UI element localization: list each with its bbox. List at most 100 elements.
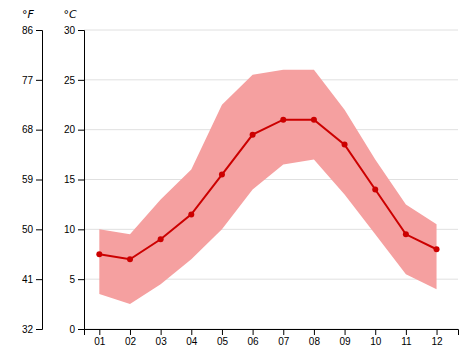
y2-tick-label: 68 [22, 124, 34, 135]
y2-tick-mark [36, 329, 42, 330]
x-tick: 03 [156, 329, 168, 347]
y-axis: 0 5 10 15 20 25 30 [64, 25, 85, 335]
y-tick-label: 25 [64, 75, 76, 86]
x-tick: 07 [278, 329, 290, 347]
y2-tick-label: 41 [22, 274, 34, 285]
marker [434, 246, 440, 252]
y2-axis-label: °F [22, 8, 35, 21]
y2-tick-label: 50 [22, 224, 34, 235]
x-tick: 09 [340, 329, 352, 347]
plot-root: 0102030405060708091011120510152025303241… [22, 8, 459, 347]
y2-tick: 68 [22, 124, 42, 135]
y2-tick: 41 [22, 274, 42, 285]
y-tick: 10 [64, 224, 84, 235]
y-axis-line [78, 31, 85, 330]
x-tick-label: 05 [217, 336, 229, 347]
x-tick-mark [437, 329, 438, 335]
y2-tick-mark [36, 279, 42, 280]
y2-tick-mark [36, 130, 42, 131]
y-tick-mark [78, 329, 84, 330]
x-tick-label: 01 [94, 336, 106, 347]
grid [84, 30, 458, 329]
marker [311, 117, 317, 123]
marker [280, 117, 286, 123]
y-tick-mark [78, 80, 84, 81]
x-tick-label: 07 [278, 336, 290, 347]
x-tick: 01 [94, 329, 106, 347]
y2-tick-label: 77 [22, 75, 34, 86]
y-tick-label: 20 [64, 124, 76, 135]
y2-tick: 59 [22, 174, 42, 185]
x-tick-mark [161, 329, 162, 335]
y2-tick: 50 [22, 224, 42, 235]
x-tick-mark [345, 329, 346, 335]
y2-tick-mark [36, 180, 42, 181]
marker [250, 132, 256, 138]
y-tick-mark [78, 130, 84, 131]
marker [96, 251, 102, 257]
x-axis: 01 02 03 04 05 06 07 08 09 10 11 12 [85, 329, 459, 347]
y-tick-label: 0 [69, 324, 75, 335]
x-tick-label: 12 [431, 336, 443, 347]
x-tick-label: 11 [401, 336, 412, 347]
y2-axis-line [36, 31, 43, 330]
x-tick: 11 [401, 329, 412, 347]
marker [219, 172, 225, 178]
y2-tick-label: 86 [22, 25, 34, 36]
x-tick-label: 09 [340, 336, 352, 347]
x-tick-mark [406, 329, 407, 335]
band [99, 70, 436, 304]
x-tick-label: 04 [186, 336, 198, 347]
x-axis-line [85, 330, 459, 336]
y2-tick: 86 [22, 25, 42, 36]
x-tick: 10 [370, 329, 382, 347]
y-tick-mark [78, 30, 84, 31]
y-axis-label: °C [63, 8, 77, 21]
x-tick-mark [375, 329, 376, 335]
y-tick-mark [78, 180, 84, 181]
y-tick-label: 5 [69, 274, 75, 285]
x-tick-label: 08 [309, 336, 321, 347]
x-tick: 02 [125, 329, 137, 347]
y-tick: 0 [69, 324, 84, 335]
marks [96, 70, 439, 304]
y-tick: 5 [69, 274, 84, 285]
y2-tick-mark [36, 30, 42, 31]
grid-line [84, 179, 458, 180]
x-tick: 05 [217, 329, 229, 347]
marker [403, 231, 409, 237]
y2-tick-mark [36, 80, 42, 81]
marker [372, 186, 378, 192]
markers [96, 117, 439, 263]
x-tick-mark [130, 329, 131, 335]
y-tick-mark [78, 229, 84, 230]
x-tick-label: 03 [156, 336, 168, 347]
x-tick: 06 [248, 329, 260, 347]
x-tick-mark [314, 329, 315, 335]
x-tick: 12 [431, 329, 443, 347]
marker [127, 256, 133, 262]
y2-axis: 32 41 50 59 68 77 86 [22, 25, 43, 335]
x-tick-mark [283, 329, 284, 335]
y2-tick-label: 32 [22, 324, 34, 335]
x-tick-mark [99, 329, 100, 335]
y2-tick-mark [36, 229, 42, 230]
grid-line [84, 30, 458, 31]
y-tick-mark [78, 279, 84, 280]
y2-tick-label: 59 [22, 174, 34, 185]
marker [342, 142, 348, 148]
y-tick-label: 15 [64, 174, 76, 185]
x-tick-label: 02 [125, 336, 137, 347]
x-tick: 08 [309, 329, 321, 347]
y2-tick: 77 [22, 75, 42, 86]
y-tick: 25 [64, 75, 84, 86]
x-tick-label: 06 [248, 336, 260, 347]
chart: 0102030405060708091011120510152025303241… [0, 0, 474, 355]
x-tick-mark [222, 329, 223, 335]
y-tick: 30 [64, 25, 84, 36]
y2-tick: 32 [22, 324, 42, 335]
y-tick: 15 [64, 174, 84, 185]
marker [188, 211, 194, 217]
y-tick-label: 30 [64, 25, 76, 36]
marker [158, 236, 164, 242]
